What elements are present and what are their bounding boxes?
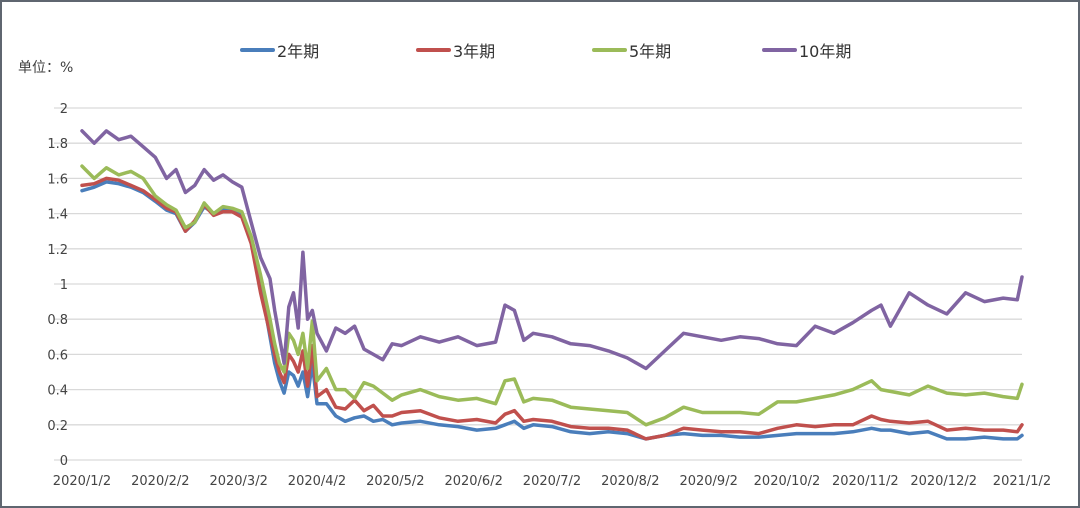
x-tick-label: 2021/1/2	[993, 474, 1051, 489]
x-tick-label: 2020/3/2	[209, 474, 267, 489]
series-line-10年期	[80, 129, 1024, 371]
y-tick-label: 1.4	[47, 208, 68, 223]
legend: 2年期 3年期 5年期 10年期	[0, 38, 1080, 62]
unit-label: 单位：%	[18, 60, 74, 76]
legend-label-5y: 5年期	[629, 42, 672, 61]
x-tick-label: 2020/1/2	[53, 474, 111, 489]
x-tick-label: 2020/5/2	[366, 474, 424, 489]
x-axis-ticks: 2020/1/2 2020/2/2 2020/3/2 2020/4/2 2020/5/2…	[53, 474, 1051, 489]
legend-swatch-2y	[240, 48, 275, 52]
legend-swatch-3y	[416, 48, 451, 52]
x-tick-label: 2020/8/2	[601, 474, 659, 489]
y-tick-label: 1.2	[47, 243, 68, 258]
legend-item-5y: 5年期	[592, 38, 671, 62]
y-tick-label: 1.6	[47, 172, 68, 187]
y-tick-label: 0	[60, 454, 68, 469]
legend-label-3y: 3年期	[453, 42, 496, 61]
y-tick-label: 0.4	[47, 384, 68, 399]
y-axis-ticks: 0 0.2 0.4 0.6 0.8 1 1.2 1.4 1.6 1.8 2	[47, 102, 68, 469]
legend-swatch-5y	[592, 48, 627, 52]
y-tick-label: 1.8	[47, 137, 68, 152]
y-tick-label: 1	[60, 278, 68, 293]
legend-item-2y: 2年期	[240, 38, 319, 62]
x-tick-label: 2020/12/2	[910, 474, 977, 489]
x-tick-label: 2020/9/2	[679, 474, 737, 489]
series-line-3年期	[80, 176, 1024, 441]
x-tick-label: 2020/7/2	[523, 474, 581, 489]
series-lines	[80, 129, 1024, 441]
series-line-5年期	[80, 164, 1024, 427]
legend-swatch-10y	[762, 48, 797, 52]
gridlines	[54, 107, 1022, 461]
y-tick-label: 0.2	[47, 419, 68, 434]
x-tick-label: 2020/11/2	[832, 474, 899, 489]
legend-item-3y: 3年期	[416, 38, 495, 62]
y-tick-label: 0.8	[47, 313, 68, 328]
x-tick-label: 2020/2/2	[131, 474, 189, 489]
y-tick-label: 2	[60, 102, 68, 117]
legend-label-2y: 2年期	[277, 42, 320, 61]
x-tick-label: 2020/10/2	[754, 474, 821, 489]
x-tick-label: 2020/6/2	[444, 474, 502, 489]
y-tick-label: 0.6	[47, 348, 68, 363]
legend-label-10y: 10年期	[799, 42, 852, 61]
x-tick-label: 2020/4/2	[288, 474, 346, 489]
legend-item-10y: 10年期	[762, 38, 851, 62]
